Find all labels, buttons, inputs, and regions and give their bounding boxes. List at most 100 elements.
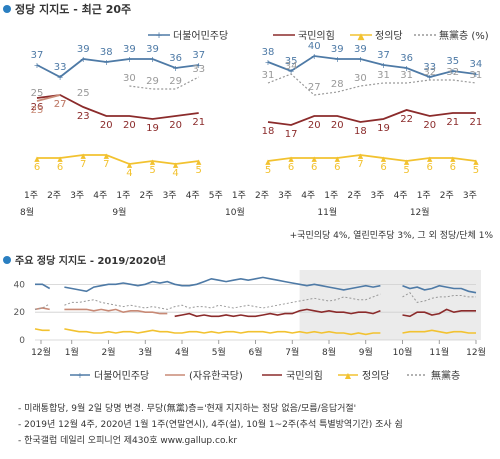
series-line-국민의힘 bbox=[267, 109, 476, 126]
data-label: 33 bbox=[423, 62, 436, 73]
x-tick-label: 7월 bbox=[285, 346, 299, 358]
data-point: ▲ bbox=[288, 155, 294, 163]
x-tick-label: 5월 bbox=[212, 346, 226, 358]
data-label: 6 bbox=[450, 162, 456, 173]
legend-label: (자유한국당) bbox=[189, 370, 243, 382]
data-label: 39 bbox=[123, 44, 136, 55]
data-point: + bbox=[103, 58, 110, 67]
x-tick-label: 1주 bbox=[324, 190, 338, 201]
data-label: 34 bbox=[285, 61, 298, 72]
data-label: 20 bbox=[331, 120, 344, 131]
x-tick-label: 1주 bbox=[417, 190, 431, 201]
data-label: 18 bbox=[354, 126, 367, 137]
footer-notes: - 미래통합당, 9월 2일 당명 변경. 무당(無黨)층='현재 지지하는 정… bbox=[18, 402, 403, 446]
data-label: 18 bbox=[262, 126, 275, 137]
x-tick-label: 2주 bbox=[440, 190, 454, 201]
x-tick-label: 4주 bbox=[301, 190, 315, 201]
data-point: ▲ bbox=[381, 155, 387, 163]
data-label: 7 bbox=[357, 159, 363, 170]
data-label: 5 bbox=[473, 165, 479, 176]
data-label: 31 bbox=[377, 70, 390, 81]
series-line-더불어민주당 bbox=[267, 55, 477, 78]
x-tick-label: 1주 bbox=[116, 190, 130, 201]
data-point: + bbox=[126, 55, 133, 64]
data-point: ▲ bbox=[196, 158, 202, 166]
x-tick-label: 8월 bbox=[322, 346, 336, 358]
series-line--층 bbox=[34, 303, 50, 310]
data-point: + bbox=[403, 64, 410, 73]
data-label: 4 bbox=[172, 168, 178, 179]
chart2-header: 주요 정당 지지도 - 2019/2020년 bbox=[3, 254, 166, 267]
series-line--층 bbox=[267, 73, 476, 96]
data-label: 6 bbox=[34, 162, 40, 173]
legend-item--자유한국당-: (자유한국당) bbox=[165, 370, 243, 382]
legend-marker-icon: + bbox=[77, 371, 84, 380]
data-point: ▲ bbox=[57, 155, 63, 163]
x-tick-label: 2주 bbox=[139, 190, 153, 201]
chart1-plot: +37+33+39+38+39+39+36+37+38+35 +40+39+39+… bbox=[31, 41, 483, 179]
legend-item-정의당: ▲ 정의당 bbox=[338, 370, 390, 382]
x-tick-label: 4월 bbox=[175, 346, 189, 358]
data-label: 25 bbox=[31, 88, 44, 99]
data-label: 38 bbox=[262, 47, 275, 58]
legend-label: 더불어민주당 bbox=[173, 30, 228, 42]
series-line-자유한국당 bbox=[34, 307, 50, 311]
x-tick-label: 1주 bbox=[232, 190, 246, 201]
footer-line-2: - 2019년 12월 4주, 2020년 1월 1주(연말연시), 4주(설)… bbox=[18, 418, 403, 430]
data-label: 33 bbox=[192, 64, 205, 75]
data-point: + bbox=[80, 55, 87, 64]
data-label: 36 bbox=[169, 53, 182, 64]
data-label: 25 bbox=[31, 105, 44, 116]
data-point: + bbox=[57, 73, 64, 82]
chart2-legend: + 더불어민주당 (자유한국당) 국민의힘 ▲ 정의당 無黨층 bbox=[70, 369, 460, 382]
data-label: 20 bbox=[100, 120, 113, 131]
chart1-x-axis: 1주 2주 3주 4주 1주 2주 3주 4주 5주 1주 2주 3주 4주 1주 2주 3주 4주 1주 2주 3주… bbox=[20, 190, 477, 218]
data-label: 7 bbox=[103, 159, 109, 170]
series-line-더불어민주당 bbox=[402, 284, 477, 294]
legend-label: 정의당 bbox=[375, 30, 403, 42]
data-point: + bbox=[34, 61, 41, 70]
data-label: 37 bbox=[377, 50, 390, 61]
data-label: 5 bbox=[403, 165, 409, 176]
data-label: 39 bbox=[77, 44, 90, 55]
data-label: 21 bbox=[446, 117, 459, 128]
data-point: + bbox=[380, 61, 387, 70]
x-tick-label: 12월 bbox=[31, 346, 51, 358]
data-label: 31 bbox=[262, 70, 275, 81]
y-tick-label: 40 bbox=[14, 280, 26, 290]
legend-item--층: 無黨층 bbox=[407, 369, 460, 382]
data-point: ▲ bbox=[450, 155, 456, 163]
highlight-region bbox=[299, 270, 481, 340]
legend-marker-icon: ▲ bbox=[345, 371, 352, 380]
data-point: + bbox=[311, 52, 318, 61]
legend-item-더불어민주당: + 더불어민주당 bbox=[70, 370, 149, 382]
data-label: 32 bbox=[446, 67, 459, 78]
data-label: 31 bbox=[470, 70, 483, 81]
data-label: 39 bbox=[146, 44, 159, 55]
x-tick-label: 5주 bbox=[209, 190, 223, 201]
data-point: ▲ bbox=[427, 155, 433, 163]
data-label: 37 bbox=[31, 50, 44, 61]
y-tick-label: 20 bbox=[14, 308, 26, 318]
legend-label: 국민의힘 bbox=[298, 30, 335, 42]
series-line-정의당 bbox=[402, 329, 476, 334]
data-point: ▲ bbox=[150, 158, 156, 166]
series-line-정의당 bbox=[34, 328, 50, 332]
x-tick-label: 6월 bbox=[248, 346, 262, 358]
data-point: + bbox=[426, 73, 433, 82]
series-line-자유한국당 bbox=[36, 94, 61, 102]
legend-label: 더불어민주당 bbox=[94, 370, 149, 382]
legend-label: 無黨층 (%) bbox=[439, 29, 489, 42]
data-label: 20 bbox=[169, 120, 182, 131]
x-tick-label: 2주 bbox=[255, 190, 269, 201]
series-line-정의당 bbox=[64, 328, 381, 336]
data-label: 25 bbox=[77, 88, 90, 99]
x-tick-label: 4주 bbox=[394, 190, 408, 201]
x-tick-label: 1주 bbox=[24, 190, 38, 201]
series-line-정의당 bbox=[267, 154, 477, 162]
series-line-정의당 bbox=[37, 154, 199, 165]
series-line-국민의힘 bbox=[402, 308, 476, 318]
data-label: 29 bbox=[169, 76, 182, 87]
data-point: + bbox=[288, 67, 295, 76]
